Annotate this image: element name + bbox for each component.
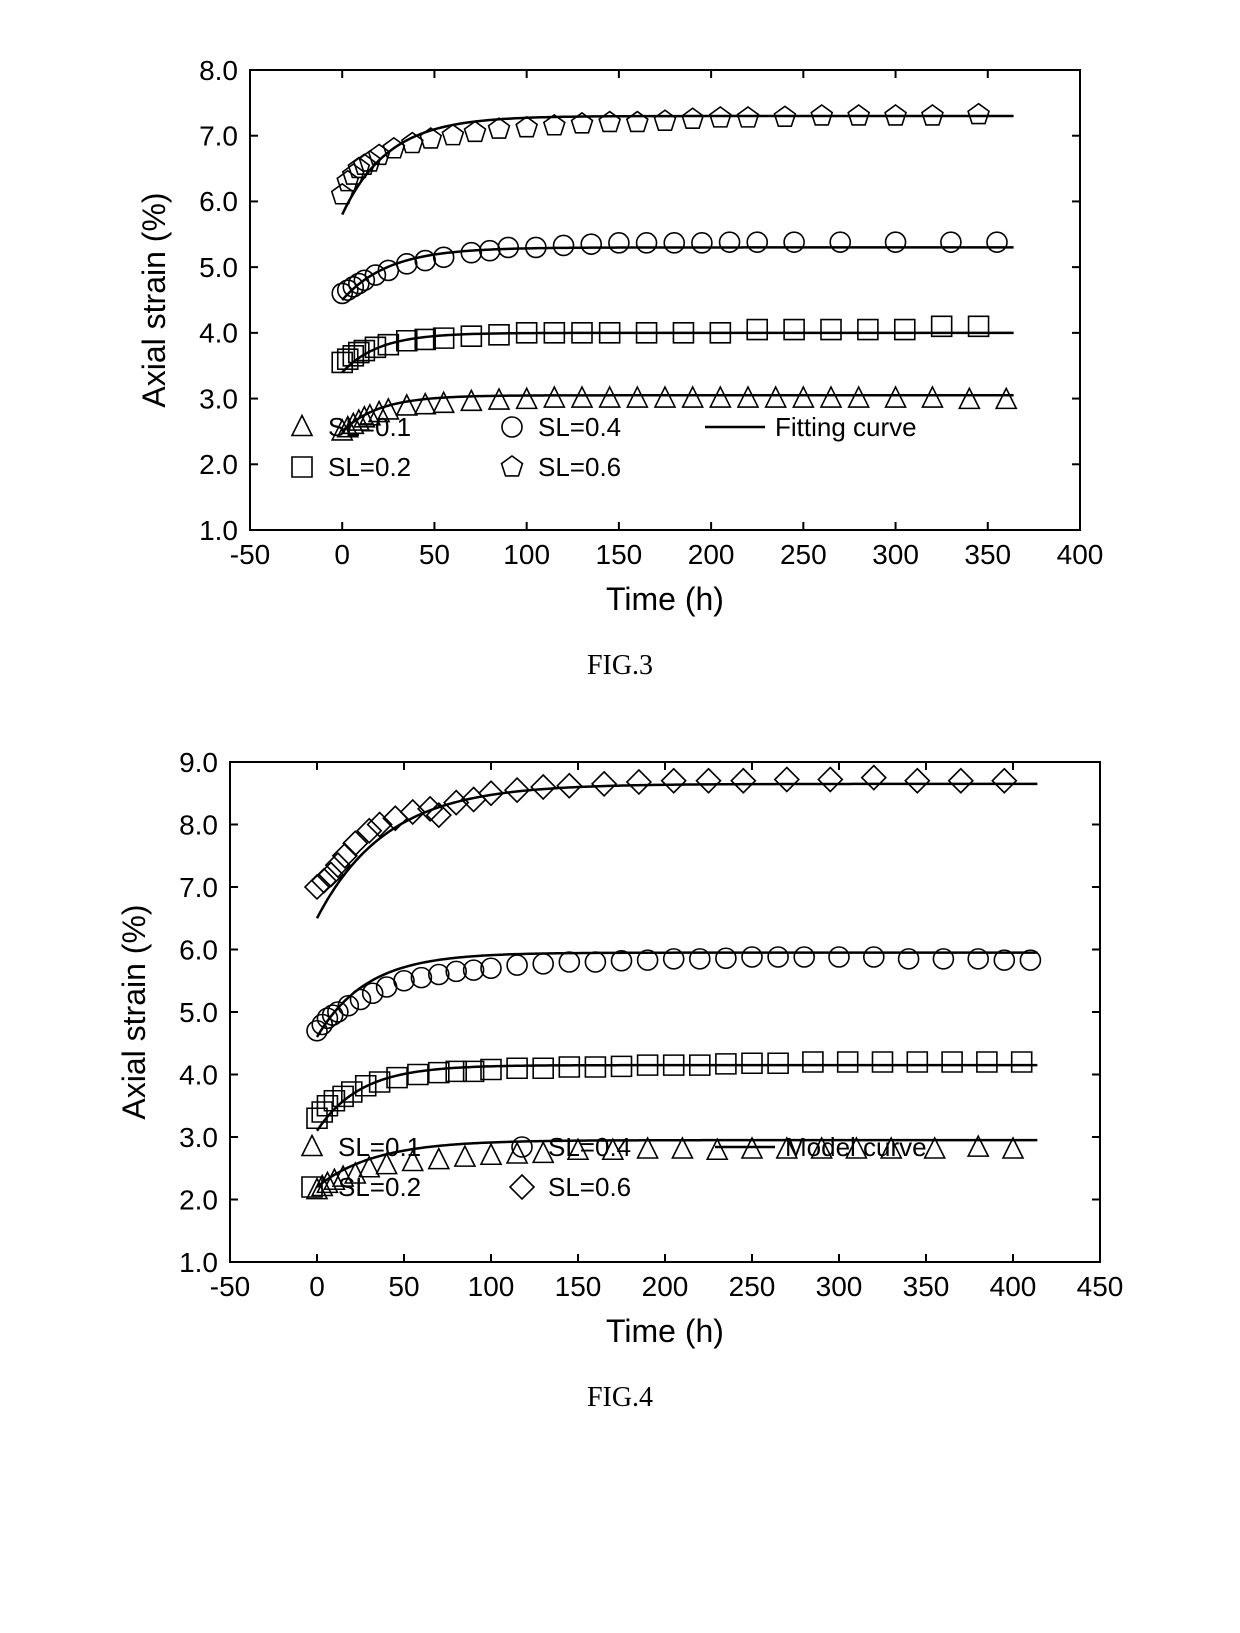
svg-text:5.0: 5.0 <box>179 997 218 1028</box>
svg-text:SL=0.2: SL=0.2 <box>338 1172 421 1202</box>
svg-text:150: 150 <box>555 1271 602 1302</box>
svg-text:SL=0.4: SL=0.4 <box>548 1132 631 1162</box>
svg-text:SL=0.6: SL=0.6 <box>548 1172 631 1202</box>
svg-text:4.0: 4.0 <box>199 318 238 349</box>
svg-text:7.0: 7.0 <box>199 121 238 152</box>
svg-text:250: 250 <box>780 539 827 570</box>
svg-text:200: 200 <box>688 539 735 570</box>
svg-text:150: 150 <box>596 539 643 570</box>
svg-text:1.0: 1.0 <box>179 1247 218 1278</box>
svg-text:100: 100 <box>503 539 550 570</box>
svg-text:Time (h): Time (h) <box>606 581 724 617</box>
svg-text:50: 50 <box>419 539 450 570</box>
svg-text:9.0: 9.0 <box>179 747 218 778</box>
svg-text:250: 250 <box>729 1271 776 1302</box>
svg-text:5.0: 5.0 <box>199 252 238 283</box>
svg-text:0: 0 <box>334 539 350 570</box>
svg-text:450: 450 <box>1077 1271 1124 1302</box>
fig4-caption: FIG.4 <box>40 1382 1200 1414</box>
svg-text:SL=0.1: SL=0.1 <box>338 1132 421 1162</box>
svg-text:300: 300 <box>816 1271 863 1302</box>
svg-text:350: 350 <box>903 1271 950 1302</box>
svg-text:3.0: 3.0 <box>199 383 238 414</box>
svg-text:8.0: 8.0 <box>179 809 218 840</box>
fig3-caption: FIG.3 <box>40 650 1200 682</box>
svg-text:SL=0.6: SL=0.6 <box>538 452 621 482</box>
svg-text:400: 400 <box>990 1271 1037 1302</box>
svg-text:2.0: 2.0 <box>199 449 238 480</box>
svg-text:8.0: 8.0 <box>199 55 238 86</box>
svg-text:Model curve: Model curve <box>785 1132 927 1162</box>
svg-text:SL=0.4: SL=0.4 <box>538 412 621 442</box>
svg-text:1.0: 1.0 <box>199 515 238 546</box>
svg-text:200: 200 <box>642 1271 689 1302</box>
svg-text:2.0: 2.0 <box>179 1184 218 1215</box>
fig4-block: -500501001502002503003504004501.02.03.04… <box>40 732 1200 1414</box>
fig4-chart: -500501001502002503003504004501.02.03.04… <box>40 732 1200 1372</box>
svg-text:3.0: 3.0 <box>179 1122 218 1153</box>
svg-text:300: 300 <box>872 539 919 570</box>
svg-text:50: 50 <box>388 1271 419 1302</box>
svg-text:0: 0 <box>309 1271 325 1302</box>
svg-text:Axial strain (%): Axial strain (%) <box>116 904 152 1119</box>
svg-text:6.0: 6.0 <box>199 186 238 217</box>
svg-text:SL=0.2: SL=0.2 <box>328 452 411 482</box>
svg-text:400: 400 <box>1057 539 1104 570</box>
fig3-block: -500501001502002503003504001.02.03.04.05… <box>40 40 1200 682</box>
svg-text:7.0: 7.0 <box>179 872 218 903</box>
fig3-chart: -500501001502002503003504001.02.03.04.05… <box>40 40 1200 640</box>
svg-text:100: 100 <box>468 1271 515 1302</box>
svg-text:4.0: 4.0 <box>179 1059 218 1090</box>
svg-text:SL=0.1: SL=0.1 <box>328 412 411 442</box>
svg-text:Fitting curve: Fitting curve <box>775 412 917 442</box>
svg-text:Time (h): Time (h) <box>606 1313 724 1349</box>
svg-text:350: 350 <box>964 539 1011 570</box>
svg-text:6.0: 6.0 <box>179 934 218 965</box>
svg-text:Axial strain (%): Axial strain (%) <box>136 192 172 407</box>
